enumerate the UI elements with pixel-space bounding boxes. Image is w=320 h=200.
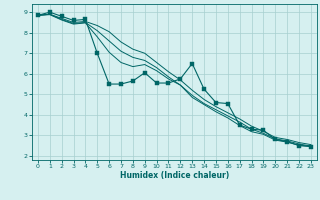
X-axis label: Humidex (Indice chaleur): Humidex (Indice chaleur) (120, 171, 229, 180)
